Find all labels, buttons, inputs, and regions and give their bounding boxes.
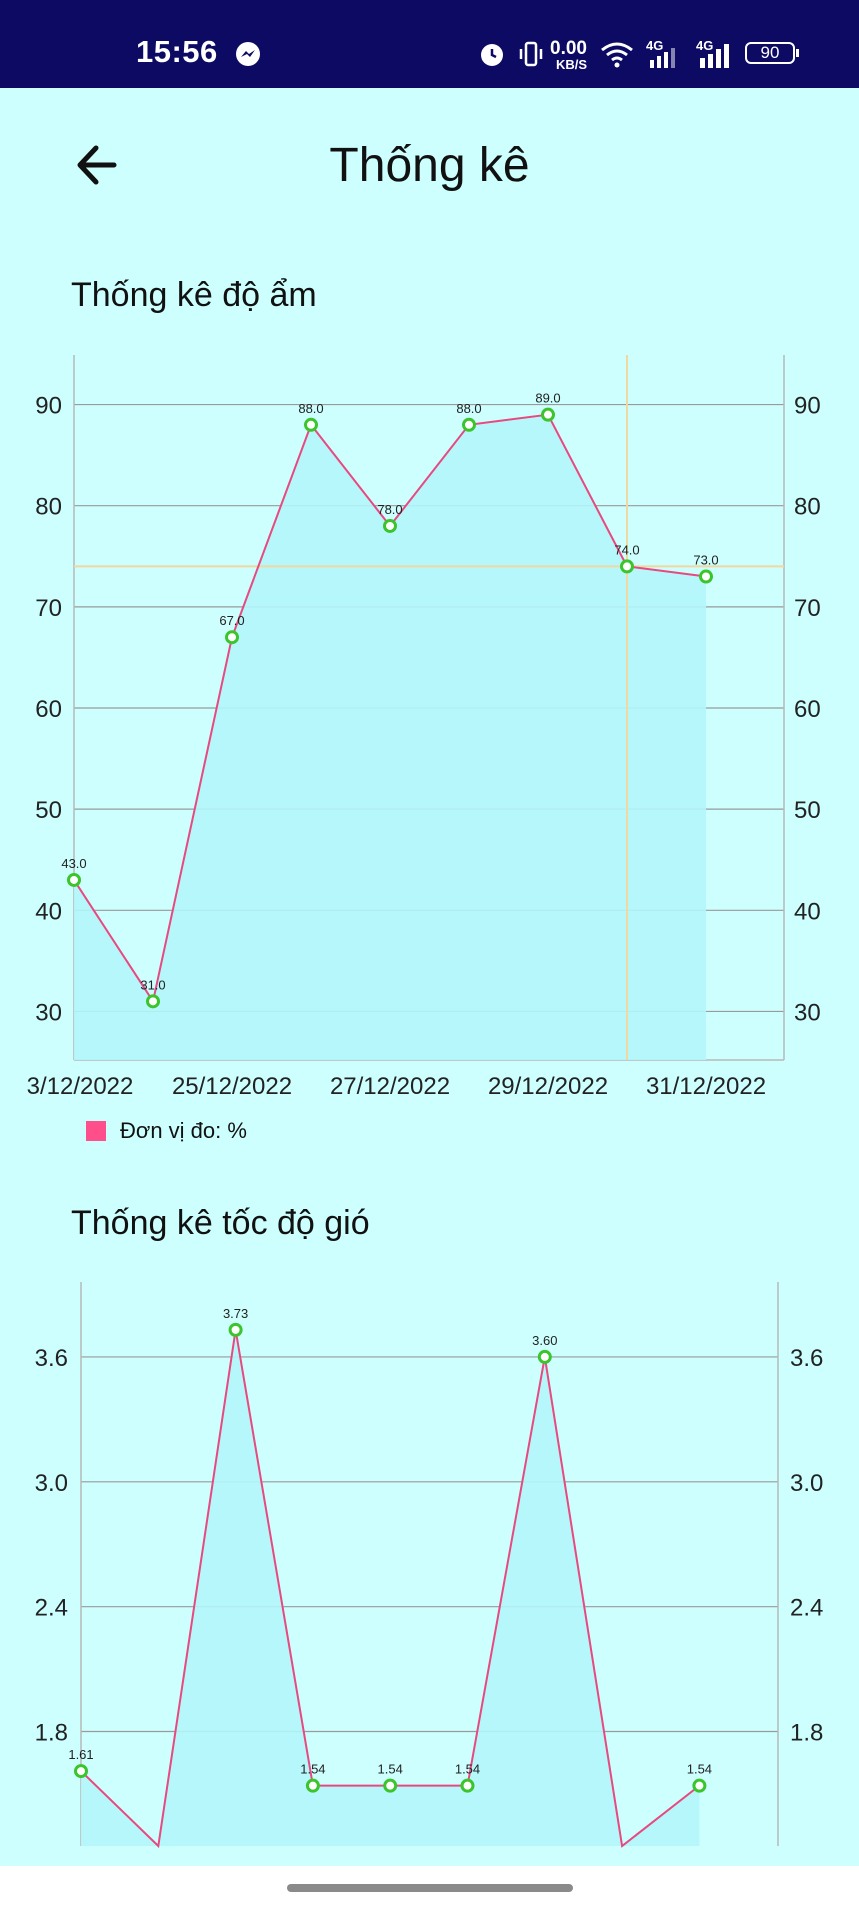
wind-data-point (383, 1778, 398, 1793)
wind-section-title: Thống kê tốc độ gió (71, 1204, 370, 1242)
humidity-y-tick-label-right: 50 (794, 797, 821, 824)
wind-area-fill (81, 1329, 700, 1846)
page-title: Thống kê (329, 139, 530, 192)
wind-data-label: 1.54 (300, 1762, 325, 1777)
humidity-data-label: 88.0 (456, 401, 481, 416)
humidity-section-title: Thống kê độ ẩm (71, 276, 317, 314)
humidity-data-label: 78.0 (377, 502, 402, 517)
wind-chart: 1.8 1.8 2.4 2.4 3.0 3.0 3.6 3.6 1.61 3.73 1.54 1.54… (0, 1270, 859, 1875)
arrow-left-icon (77, 145, 117, 185)
network-speed-value: 0.00 (550, 38, 587, 59)
humidity-data-label: 31.0 (140, 977, 165, 992)
network-speed-unit: KB/S (556, 57, 588, 72)
humidity-data-label: 89.0 (535, 391, 560, 406)
wind-y-tick-label-left: 3.6 (35, 1345, 68, 1372)
humidity-y-tick-label-left: 40 (35, 898, 62, 925)
wind-y-tick-label-left: 2.4 (35, 1595, 68, 1622)
humidity-data-label: 73.0 (693, 553, 718, 568)
vibrate-icon (519, 41, 543, 67)
humidity-data-label: 74.0 (614, 542, 639, 557)
humidity-data-point (620, 559, 634, 574)
humidity-y-tick-label-left: 90 (35, 393, 62, 420)
wind-data-point (74, 1764, 88, 1779)
back-button[interactable] (70, 138, 130, 192)
wind-data-label: 1.61 (68, 1747, 93, 1762)
wind-y-tick-label-right: 1.8 (790, 1720, 823, 1747)
status-time: 15:56 (136, 34, 218, 69)
wind-y-tick-label-right: 2.4 (790, 1595, 823, 1622)
humidity-data-label: 67.0 (219, 613, 244, 628)
humidity-data-point (304, 417, 318, 432)
humidity-y-tick-label-right: 60 (794, 696, 821, 723)
humidity-data-point (541, 407, 555, 422)
signal-icon (650, 48, 675, 68)
messenger-icon (236, 42, 260, 66)
humidity-data-point (67, 872, 81, 887)
network-type-1: 4G (646, 38, 664, 53)
wind-y-tick-label-left: 1.8 (35, 1720, 68, 1747)
humidity-line-chart: 30 30 40 40 50 50 60 60 70 70 80 80 90 90 43.0 31.0 67.0… (27, 355, 821, 1100)
humidity-x-tick-label: 25/12/2022 (172, 1073, 292, 1100)
wind-y-tick-label-right: 3.0 (790, 1470, 823, 1497)
humidity-y-tick-label-left: 30 (35, 999, 62, 1026)
humidity-y-tick-label-right: 70 (794, 595, 821, 622)
wind-y-tick-label-right: 3.6 (790, 1345, 823, 1372)
humidity-x-tick-label: 3/12/2022 (27, 1073, 134, 1100)
humidity-y-tick-label-left: 70 (35, 595, 62, 622)
humidity-data-point (146, 994, 160, 1009)
battery-tip (796, 49, 799, 57)
wind-data-point (228, 1322, 243, 1337)
humidity-x-tick-label: 27/12/2022 (330, 1073, 450, 1100)
humidity-data-label: 43.0 (61, 856, 86, 871)
wind-data-label: 3.73 (223, 1306, 248, 1321)
legend-label: Đơn vị đo: % (120, 1118, 247, 1143)
wind-data-label: 1.54 (378, 1762, 403, 1777)
humidity-x-tick-label: 31/12/2022 (646, 1073, 766, 1100)
humidity-data-point (383, 518, 397, 533)
humidity-data-point (462, 417, 476, 432)
wind-data-point (692, 1778, 707, 1793)
network-type-2: 4G (696, 38, 714, 53)
wifi-icon (601, 42, 633, 68)
wind-data-point (537, 1349, 552, 1364)
humidity-y-tick-label-right: 30 (794, 999, 821, 1026)
humidity-x-tick-label: 29/12/2022 (488, 1073, 608, 1100)
wind-data-label: 1.54 (455, 1762, 480, 1777)
humidity-y-tick-label-left: 80 (35, 494, 62, 521)
wind-data-point (460, 1778, 475, 1793)
wind-y-tick-label-left: 3.0 (35, 1470, 68, 1497)
battery-level: 90 (760, 43, 780, 62)
signal-icon (700, 44, 729, 68)
humidity-y-tick-label-right: 90 (794, 393, 821, 420)
humidity-area-fill (74, 414, 706, 1060)
humidity-y-tick-label-left: 60 (35, 696, 62, 723)
humidity-y-tick-label-right: 80 (794, 494, 821, 521)
humidity-legend: Đơn vị đo: % (86, 1117, 247, 1145)
humidity-data-label: 88.0 (298, 401, 323, 416)
home-indicator[interactable] (287, 1884, 573, 1892)
wind-line-chart: 1.8 1.8 2.4 2.4 3.0 3.0 3.6 3.6 1.61 3.73 1.54 1.54… (35, 1282, 823, 1849)
status-bar: 15:56 0.00 KB/S 4G 4G 90 (0, 0, 859, 88)
humidity-y-tick-label-left: 50 (35, 797, 62, 824)
legend-swatch (86, 1121, 106, 1141)
humidity-y-tick-label-right: 40 (794, 898, 821, 925)
wind-data-point (305, 1778, 320, 1793)
humidity-data-point (225, 630, 239, 645)
humidity-data-point (699, 569, 713, 584)
wind-data-label: 1.54 (687, 1762, 712, 1777)
wind-data-label: 3.60 (532, 1333, 557, 1348)
humidity-chart: 30 30 40 40 50 50 60 60 70 70 80 80 90 90 43.0 31.0 67.0… (0, 340, 859, 1115)
battery-icon: 90 (745, 42, 795, 64)
alarm-icon (481, 44, 503, 66)
